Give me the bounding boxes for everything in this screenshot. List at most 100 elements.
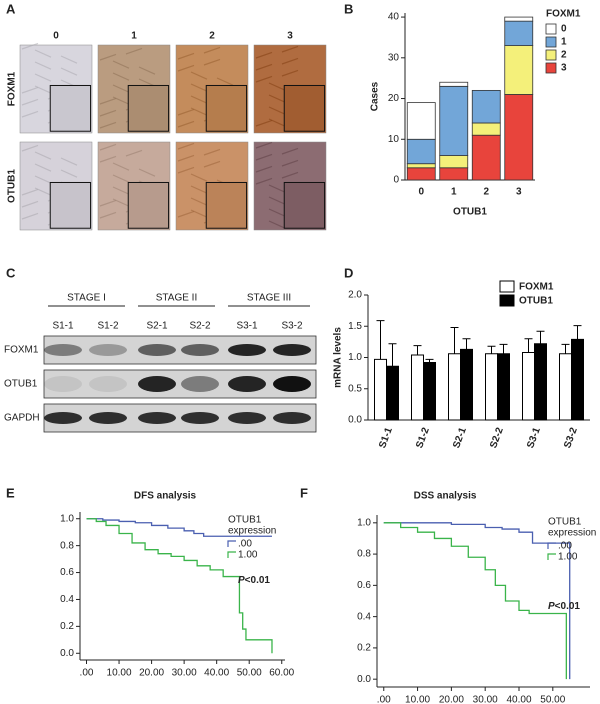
bar-segment	[439, 155, 469, 169]
tissue-texture	[177, 154, 195, 162]
tissue-texture	[21, 98, 39, 106]
legend-label: 3	[561, 63, 567, 74]
annotation: P<0.01	[238, 575, 270, 586]
legend-label: 0	[561, 24, 567, 35]
x-tick-label: 1	[451, 187, 457, 198]
blot-band	[138, 376, 176, 392]
y-tick-label: 1.0	[60, 513, 74, 524]
tissue-texture	[21, 212, 39, 220]
inset	[283, 84, 326, 132]
y-tick-label: 0.0	[348, 415, 362, 426]
tissue-texture	[268, 106, 286, 115]
y-tick-label: 0.8	[357, 549, 371, 560]
bar	[497, 353, 510, 421]
blot-band	[44, 412, 82, 424]
tissue-texture	[138, 66, 156, 75]
legend-icon	[227, 540, 236, 547]
annotation-italic: P	[548, 601, 555, 612]
bar-segment	[504, 16, 534, 22]
y-axis-label: mRNA levels	[333, 327, 344, 388]
row-label: OTUB1	[4, 379, 38, 390]
bar	[522, 352, 535, 421]
tissue-texture	[112, 174, 130, 183]
x-tick-label: 10.00	[107, 668, 132, 679]
bar-segment	[439, 85, 469, 156]
tissue-texture	[34, 49, 52, 58]
x-tick-label: 3	[516, 187, 522, 198]
x-tick-label: 60.00	[269, 668, 294, 679]
x-tick-label: S2-1	[451, 426, 469, 450]
tissue-texture	[34, 73, 52, 82]
legend-label: 2	[561, 50, 567, 61]
blot-band	[273, 376, 311, 392]
tissue-texture	[190, 71, 208, 80]
survival-curve	[383, 522, 571, 680]
tissue-texture	[34, 163, 52, 172]
y-tick-label: 20	[388, 93, 400, 104]
bar	[374, 358, 387, 421]
tissue-texture	[190, 185, 208, 194]
panel-label: F	[300, 485, 308, 500]
legend-label: 1.00	[558, 552, 578, 563]
legend-title: FOXM1	[546, 9, 581, 20]
tissue-texture	[34, 151, 52, 160]
y-tick-label: 0.8	[60, 540, 74, 551]
tissue-texture	[177, 120, 195, 128]
blot-strip	[43, 369, 317, 399]
bar-segment	[406, 138, 436, 165]
blot-band	[181, 376, 219, 392]
legend-swatch	[499, 294, 515, 307]
tissue-texture	[281, 45, 299, 53]
tissue-texture	[99, 199, 117, 207]
tissue-texture	[138, 168, 156, 177]
legend-label: .00	[558, 541, 572, 552]
panel-label: C	[6, 265, 16, 280]
tissue-texture	[60, 157, 78, 166]
x-axis-label: OTUB1	[453, 207, 487, 218]
x-tick-label: 40.00	[204, 668, 229, 679]
tissue-texture	[112, 186, 130, 195]
legend-swatch	[545, 49, 557, 61]
annotation-text: <0.01	[245, 575, 271, 586]
stage-label: STAGE III	[247, 293, 291, 304]
y-tick-label: 0.6	[357, 580, 371, 591]
bar	[485, 353, 498, 421]
tissue-texture	[112, 72, 130, 81]
lane-label: S2-2	[189, 321, 211, 332]
bar-segment	[504, 20, 534, 46]
tissue-texture	[177, 166, 195, 174]
tissue-texture	[34, 61, 52, 70]
x-tick-label: S3-2	[562, 426, 580, 450]
tissue-texture	[255, 75, 273, 83]
bar	[411, 354, 424, 421]
x-tick-label: 30.00	[172, 668, 197, 679]
panel-label: A	[6, 1, 16, 16]
tissue-texture	[190, 173, 208, 182]
legend-swatch	[545, 36, 557, 48]
panel-label: D	[344, 265, 353, 280]
y-tick-label: 10	[388, 134, 400, 145]
x-tick-label: S1-2	[414, 426, 432, 450]
tissue-texture	[60, 67, 78, 76]
tissue-texture	[268, 220, 286, 229]
tissue-texture	[112, 84, 130, 93]
tissue-texture	[99, 121, 117, 129]
survival-curve	[86, 518, 273, 654]
tissue-texture	[203, 46, 221, 54]
blot-band	[273, 412, 311, 424]
legend-icon	[547, 542, 556, 549]
row-label: FOXM1	[4, 345, 39, 356]
y-tick-label: 0.4	[357, 611, 371, 622]
bar-segment	[406, 102, 436, 140]
tissue-texture	[177, 142, 195, 150]
bar-segment	[439, 81, 469, 87]
lane-label: S1-1	[52, 321, 74, 332]
inset	[205, 181, 248, 229]
tissue-texture	[99, 211, 117, 219]
bar	[386, 365, 399, 421]
legend-swatch	[499, 280, 515, 293]
tissue-texture	[268, 208, 286, 217]
survival-curve	[383, 522, 567, 680]
tissue-texture	[177, 64, 195, 72]
